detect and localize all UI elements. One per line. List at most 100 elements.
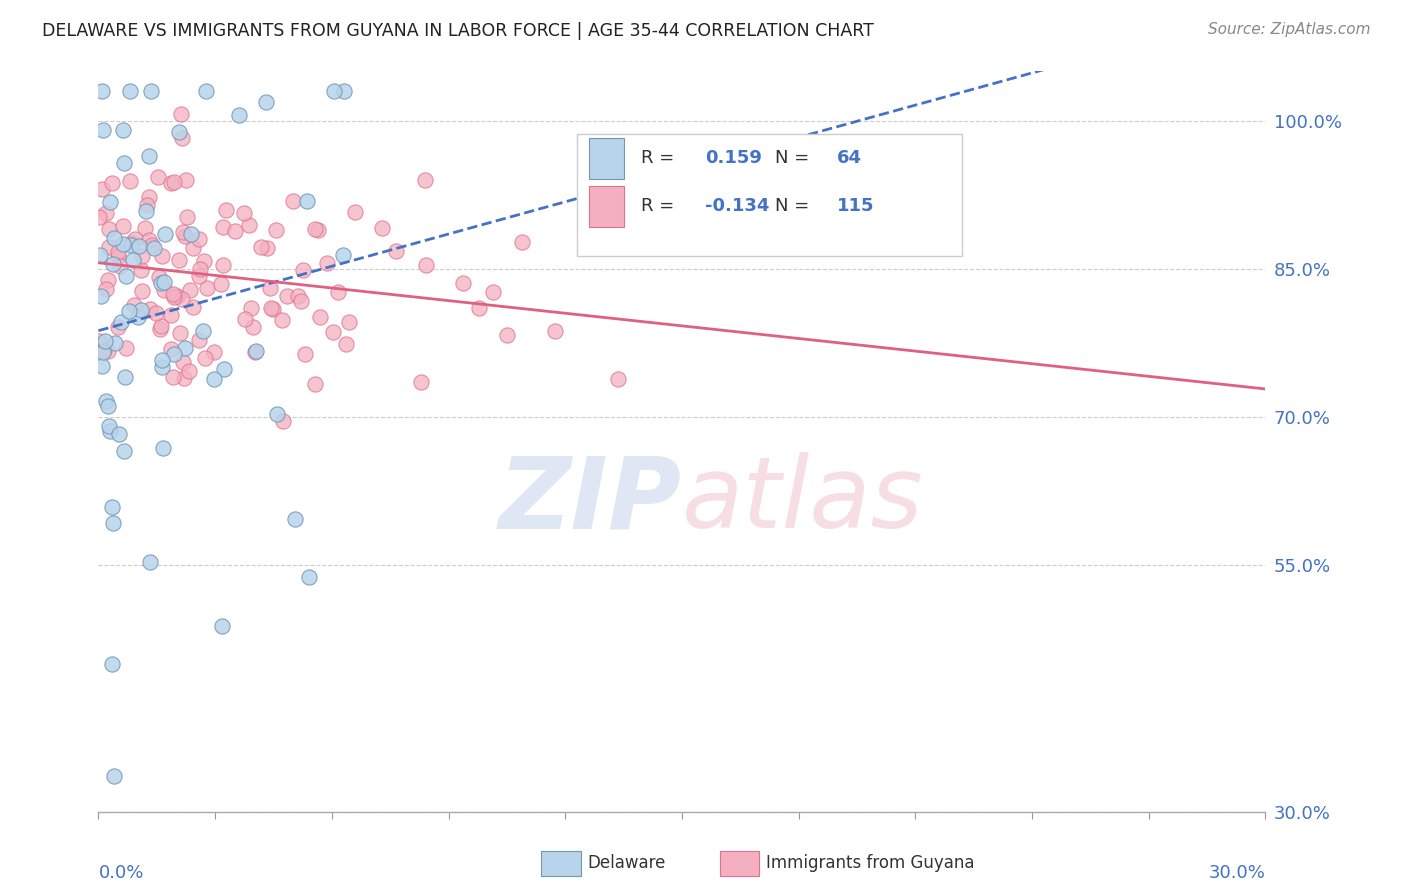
Point [104, 335, 127, 350]
Point [413, 173, 436, 187]
Point [91, 344, 114, 359]
Text: 64: 64 [837, 149, 862, 168]
Point [328, 285, 350, 299]
Point [174, 228, 197, 243]
Point [211, 618, 233, 632]
Point [384, 244, 406, 258]
Point [142, 241, 165, 255]
Text: -0.134: -0.134 [706, 197, 769, 216]
Point [101, 500, 124, 514]
Point [141, 238, 163, 252]
Point [181, 300, 204, 314]
Point [260, 301, 283, 315]
Text: N =: N = [775, 197, 815, 216]
Point [128, 239, 150, 253]
Point [131, 285, 153, 299]
Point [101, 516, 124, 530]
Point [243, 345, 266, 359]
Point [281, 194, 304, 208]
Point [176, 210, 198, 224]
Text: DELAWARE VS IMMIGRANTS FROM GUYANA IN LABOR FORCE | AGE 35-44 CORRELATION CHART: DELAWARE VS IMMIGRANTS FROM GUYANA IN LA… [42, 22, 875, 40]
Point [90, 182, 112, 196]
Point [96, 282, 118, 296]
Point [195, 281, 218, 295]
Point [169, 252, 191, 267]
Point [284, 512, 307, 526]
Point [153, 227, 176, 241]
Point [180, 227, 202, 242]
Point [292, 263, 315, 277]
Point [115, 269, 138, 284]
Point [304, 221, 326, 235]
Point [322, 325, 344, 339]
Point [120, 84, 142, 98]
Point [468, 301, 491, 315]
Point [228, 108, 250, 122]
Text: Source: ZipAtlas.com: Source: ZipAtlas.com [1208, 22, 1371, 37]
Point [209, 277, 232, 291]
Point [212, 220, 235, 235]
Point [120, 235, 142, 250]
Point [97, 273, 120, 287]
Point [103, 768, 125, 782]
Point [298, 570, 321, 584]
Point [242, 319, 264, 334]
Point [100, 657, 122, 671]
Point [110, 315, 132, 329]
Point [607, 372, 630, 386]
Point [169, 326, 191, 341]
Text: 0.159: 0.159 [706, 149, 762, 168]
Point [150, 352, 173, 367]
Point [100, 176, 122, 190]
Point [181, 241, 204, 255]
Text: 115: 115 [837, 197, 875, 216]
Point [136, 198, 159, 212]
Point [294, 347, 316, 361]
Point [304, 376, 326, 391]
Point [129, 263, 152, 277]
Point [148, 270, 170, 285]
Point [344, 204, 367, 219]
Text: Delaware: Delaware [588, 855, 666, 872]
Point [259, 281, 281, 295]
Point [98, 221, 121, 235]
Point [138, 302, 160, 317]
Point [98, 424, 121, 438]
Point [91, 122, 114, 136]
Point [212, 258, 235, 272]
Point [290, 293, 312, 308]
Point [233, 205, 256, 219]
Point [150, 318, 173, 333]
Point [97, 240, 120, 254]
Point [107, 245, 129, 260]
Point [150, 249, 173, 263]
Point [249, 240, 271, 254]
Point [163, 290, 186, 304]
Point [315, 256, 337, 270]
Point [309, 310, 332, 324]
Point [87, 334, 110, 348]
Point [172, 131, 194, 145]
Point [337, 315, 360, 329]
Point [89, 210, 111, 224]
Point [89, 247, 111, 261]
Point [177, 363, 200, 377]
Point [173, 342, 195, 356]
Point [276, 288, 298, 302]
Point [188, 333, 211, 347]
Point [191, 324, 214, 338]
Point [195, 84, 218, 98]
Point [112, 156, 135, 170]
Text: ZIP: ZIP [499, 452, 682, 549]
Point [172, 355, 194, 369]
Point [97, 343, 120, 358]
Text: N =: N = [775, 149, 815, 168]
Point [188, 261, 211, 276]
Point [202, 371, 225, 385]
Point [307, 223, 329, 237]
Point [120, 238, 142, 252]
Point [131, 249, 153, 263]
Point [96, 399, 118, 413]
Point [97, 418, 120, 433]
Point [107, 319, 129, 334]
